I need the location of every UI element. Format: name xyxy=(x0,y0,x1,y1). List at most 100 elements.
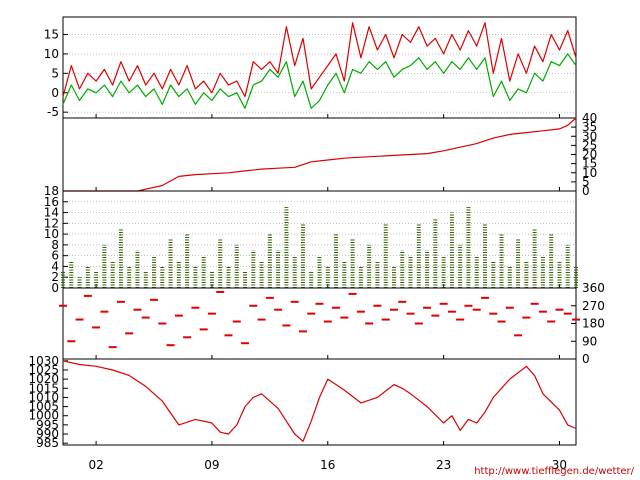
wind-direction-point xyxy=(373,304,382,307)
wind-direction-point xyxy=(447,310,456,313)
wind-direction-point xyxy=(555,308,564,311)
wind-direction-point xyxy=(241,342,250,345)
pressure-series-line-0 xyxy=(62,360,577,442)
pressure-ytick-label: 1025 xyxy=(28,363,59,377)
wind-direction-point xyxy=(348,292,357,295)
precipitation-cumulative-series-line-0 xyxy=(63,117,577,192)
wind-direction-point xyxy=(257,318,266,321)
wind-speed-ytick-label: 2 xyxy=(51,270,59,284)
wind-direction-point xyxy=(207,312,216,315)
wind-speed-ytick-label: 8 xyxy=(51,238,59,252)
wind-direction-point xyxy=(125,332,134,335)
x-tick-label: 30 xyxy=(552,458,567,472)
pressure-frame xyxy=(62,358,577,446)
wind-direction-point xyxy=(232,320,241,323)
wind-direction-point xyxy=(514,334,523,337)
wind-direction-point xyxy=(307,312,316,315)
wind-direction-point xyxy=(199,328,208,331)
wind-direction-point xyxy=(133,308,142,311)
wind-direction-point xyxy=(398,300,407,303)
precipitation-cumulative-ytick-label: 15 xyxy=(582,157,597,171)
wind-direction-ytick-label: 90 xyxy=(582,334,597,348)
wind-direction-point xyxy=(547,320,556,323)
wind-direction-point xyxy=(423,306,432,309)
wind-direction-point xyxy=(389,308,398,311)
precipitation-cumulative-frame xyxy=(62,117,577,192)
wind-direction-point xyxy=(108,346,117,349)
wind-direction-point xyxy=(249,304,258,307)
wind-direction-point xyxy=(522,316,531,319)
wind-direction-point xyxy=(340,316,349,319)
temperature-series-line-0 xyxy=(62,22,577,98)
wind-direction-point xyxy=(456,318,465,321)
wind-direction-point xyxy=(365,322,374,325)
x-tick-label: 16 xyxy=(320,458,335,472)
wind-direction-point xyxy=(563,312,572,315)
x-tick-label: 09 xyxy=(204,458,219,472)
wind-speed-frame xyxy=(62,190,577,289)
pressure-ytick-label: 1030 xyxy=(28,354,59,368)
precipitation-cumulative-ytick-label: 0 xyxy=(582,184,590,198)
precipitation-cumulative-ytick-label: 20 xyxy=(582,148,597,162)
wind-direction-point xyxy=(92,326,101,329)
wind-direction-point xyxy=(489,312,498,315)
temperature-series-line-1 xyxy=(62,53,577,109)
wind-direction-point xyxy=(59,304,67,307)
pressure-ytick-label: 1015 xyxy=(28,381,59,395)
pressure-ytick-label: 990 xyxy=(36,427,59,441)
credit-link[interactable]: http://www.tiefflegen.de/wetter/ xyxy=(474,466,634,477)
pressure-ytick-label: 1010 xyxy=(28,390,59,404)
wind-speed-ytick-label: 6 xyxy=(51,249,59,263)
wind-direction-point xyxy=(75,318,84,321)
wind-direction-point xyxy=(431,314,440,317)
precipitation-cumulative-ytick-label: 10 xyxy=(582,166,597,180)
temperature-ytick-label: -5 xyxy=(47,105,59,119)
temperature-ytick-label: 10 xyxy=(44,47,59,61)
precipitation-cumulative-ytick-label: 5 xyxy=(582,175,590,189)
precipitation-cumulative-ytick-label: 30 xyxy=(582,129,597,143)
wind-speed-ytick-label: 16 xyxy=(44,195,59,209)
wind-direction-point xyxy=(472,308,481,311)
x-tick-label: 02 xyxy=(88,458,103,472)
wind-direction-point xyxy=(191,306,200,309)
wind-direction-frame xyxy=(62,287,577,360)
wind-direction-point xyxy=(381,318,390,321)
wind-direction-point xyxy=(572,318,580,321)
wind-direction-point xyxy=(100,310,109,313)
pressure-ytick-label: 1000 xyxy=(28,409,59,423)
wind-direction-ytick-label: 180 xyxy=(582,317,605,331)
wind-direction-point xyxy=(497,320,506,323)
wind-direction-point xyxy=(505,306,514,309)
wind-speed-ytick-label: 4 xyxy=(51,259,59,273)
wind-speed-ytick-label: 0 xyxy=(51,281,59,295)
wind-direction-point xyxy=(216,290,225,293)
pressure-ytick-label: 1005 xyxy=(28,400,59,414)
precipitation-cumulative-ytick-label: 25 xyxy=(582,138,597,152)
wind-direction-ytick-label: 360 xyxy=(582,281,605,295)
wind-direction-point xyxy=(265,296,274,299)
wind-direction-point xyxy=(174,314,183,317)
wind-direction-point xyxy=(274,308,283,311)
wind-direction-point xyxy=(406,312,415,315)
wind-direction-point xyxy=(141,316,150,319)
precipitation-cumulative-ytick-label: 35 xyxy=(582,120,597,134)
wind-speed-ytick-label: 18 xyxy=(44,184,59,198)
temperature-frame xyxy=(62,16,577,119)
wind-direction-ytick-label: 0 xyxy=(582,352,590,366)
wind-speed-ytick-label: 14 xyxy=(44,206,59,220)
wind-direction-point xyxy=(158,322,167,325)
pressure-ytick-label: 1020 xyxy=(28,372,59,386)
wind-direction-point xyxy=(67,340,76,343)
wind-direction-point xyxy=(323,320,332,323)
x-tick-label: 23 xyxy=(436,458,451,472)
wind-direction-point xyxy=(298,330,307,333)
pressure-ytick-label: 985 xyxy=(36,436,59,450)
wind-direction-point xyxy=(83,294,92,297)
wind-direction-point xyxy=(356,310,365,313)
wind-speed-ytick-label: 10 xyxy=(44,227,59,241)
temperature-ytick-label: 15 xyxy=(44,27,59,41)
wind-direction-point xyxy=(480,296,489,299)
wind-direction-point xyxy=(166,344,175,347)
wind-direction-point xyxy=(282,324,291,327)
